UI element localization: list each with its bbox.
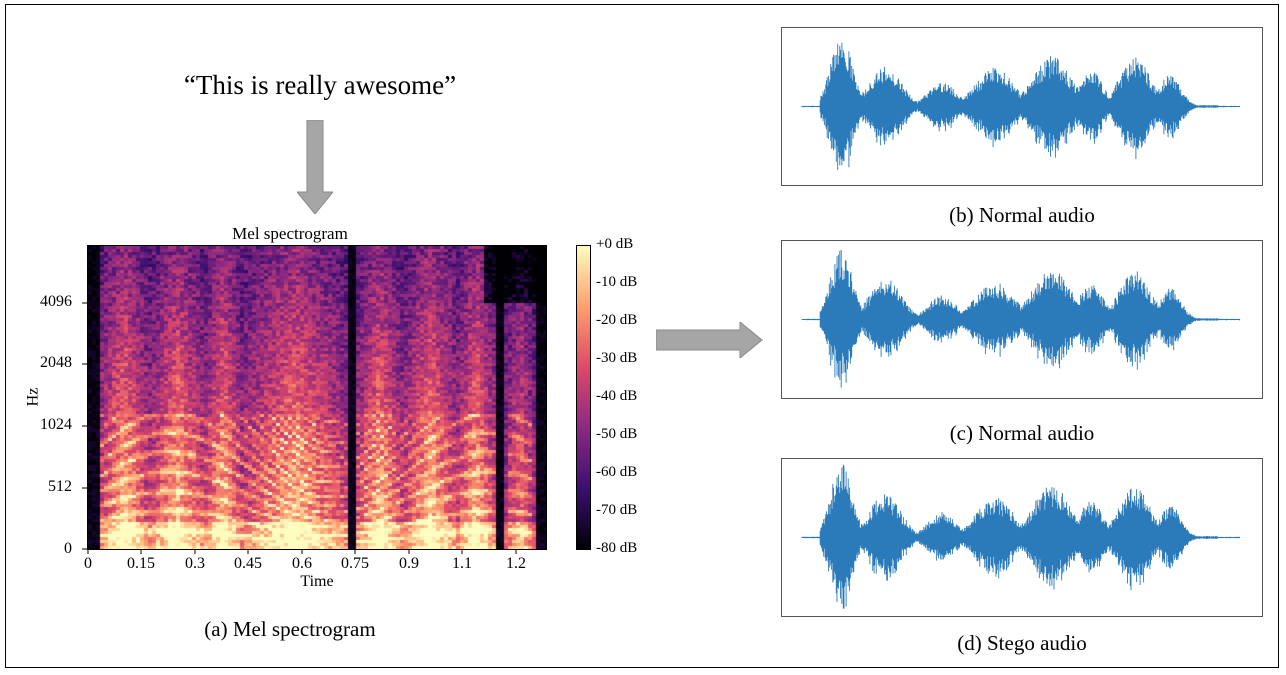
- y-axis-label: Hz: [24, 387, 42, 407]
- colorbar-tick-0: +0 dB: [596, 236, 634, 252]
- xtick-0-75: 0.75: [341, 555, 369, 572]
- colorbar: [576, 245, 591, 550]
- waveform-b: [801, 42, 1240, 170]
- xtick-marks: [87, 549, 517, 554]
- x-axis-label: Time: [300, 573, 334, 590]
- spectrogram-plot: [87, 245, 547, 550]
- colorbar-tick-70: -70 dB: [596, 502, 638, 518]
- spectrogram-title: Mel spectrogram: [232, 224, 348, 243]
- xtick-0: 0: [84, 555, 92, 572]
- xtick-0-3: 0.3: [185, 555, 205, 572]
- waveform-panel-d: [781, 458, 1263, 617]
- waveform-trace: [801, 249, 1240, 388]
- colorbar-tick-50: -50 dB: [596, 426, 638, 442]
- right-arrow: [656, 322, 763, 358]
- colorbar-tick-40: -40 dB: [596, 388, 638, 404]
- colorbar-tick-20: -20 dB: [596, 312, 638, 328]
- ytick-marks: [82, 302, 87, 550]
- xtick-1-2: 1.2: [506, 555, 526, 572]
- input-sentence: “This is really awesome”: [183, 70, 457, 100]
- xtick-0-45: 0.45: [234, 555, 262, 572]
- ytick-2048: 2048: [40, 354, 72, 371]
- xtick-0-6: 0.6: [292, 555, 312, 572]
- caption-c: (c) Normal audio: [949, 421, 1095, 445]
- caption-b: (b) Normal audio: [949, 203, 1095, 227]
- down-arrow: [297, 120, 333, 214]
- colorbar-tick-60: -60 dB: [596, 464, 638, 480]
- xtick-1-1: 1.1: [452, 555, 472, 572]
- figure-frame: [5, 4, 1279, 668]
- xtick-0-15: 0.15: [127, 555, 155, 572]
- ytick-4096: 4096: [40, 293, 72, 310]
- caption-d: (d) Stego audio: [957, 631, 1087, 655]
- xtick-0-9: 0.9: [399, 555, 419, 572]
- colorbar-tick-80: -80 dB: [596, 540, 638, 556]
- waveform-panel-b: [781, 27, 1263, 186]
- waveform-d: [801, 464, 1240, 609]
- waveform-panel-c: [781, 240, 1263, 399]
- colorbar-tick-30: -30 dB: [596, 350, 638, 366]
- ytick-1024: 1024: [40, 416, 72, 433]
- waveform-trace: [801, 464, 1240, 609]
- ytick-512: 512: [48, 478, 72, 495]
- ytick-0: 0: [64, 540, 72, 557]
- caption-a: (a) Mel spectrogram: [204, 617, 376, 641]
- colorbar-tick-10: -10 dB: [596, 274, 638, 290]
- spectrogram-image: [88, 246, 546, 549]
- waveform-c: [801, 249, 1240, 388]
